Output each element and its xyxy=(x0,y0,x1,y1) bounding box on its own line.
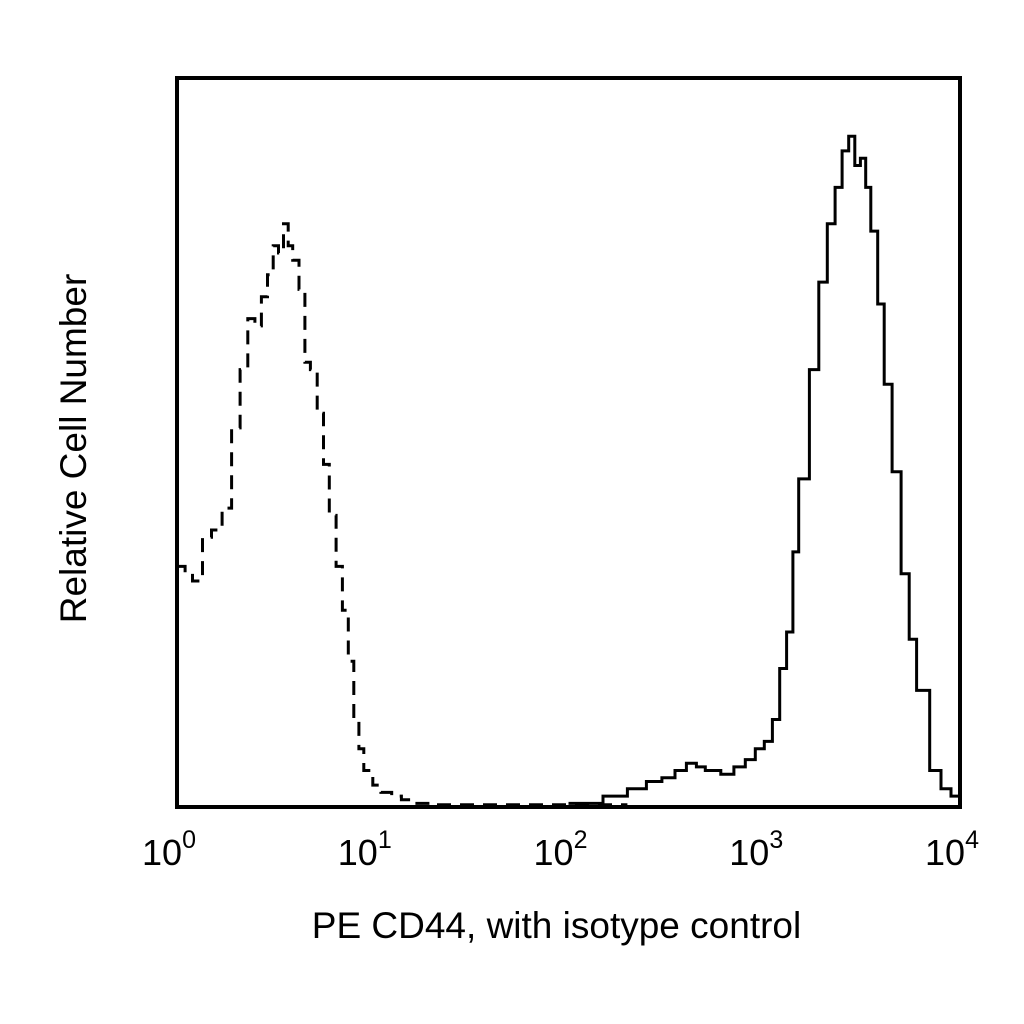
x-tick-label: 102 xyxy=(534,826,588,873)
x-tick-labels: 100 101 102 103 104 xyxy=(142,826,979,873)
pe-cd44-series-line xyxy=(568,134,962,805)
x-tick-label: 101 xyxy=(338,826,392,873)
x-tick-label: 104 xyxy=(925,826,979,873)
plot-frame xyxy=(175,76,962,809)
y-axis-title: Relative Cell Number xyxy=(53,274,94,624)
x-tick-label: 103 xyxy=(729,826,783,873)
x-tick-label: 100 xyxy=(142,826,196,873)
isotype-control-series-line xyxy=(177,222,628,807)
series-layer xyxy=(177,134,962,807)
x-axis-title: PE CD44, with isotype control xyxy=(312,905,801,946)
